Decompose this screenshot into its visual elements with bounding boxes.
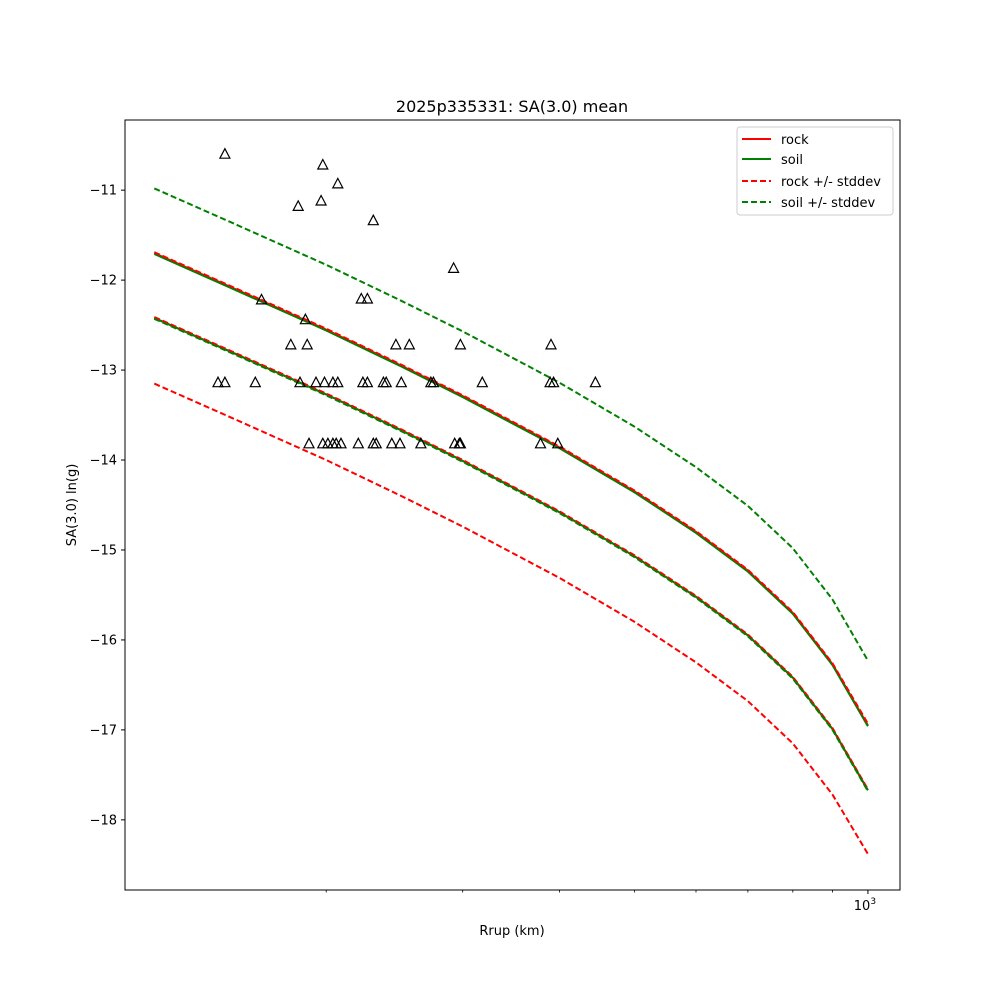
observation-point (310, 375, 322, 388)
legend-box (736, 126, 894, 216)
y-tick-label: −16 (90, 633, 117, 648)
observation-point (355, 292, 368, 304)
observation-point (414, 437, 427, 449)
observation-point (284, 338, 297, 350)
observation-point (370, 437, 383, 449)
observation-point (352, 437, 365, 449)
series-line-4 (153, 382, 869, 855)
y-tick-label: −15 (90, 543, 117, 558)
observation-point (427, 375, 440, 388)
y-tick-label: −11 (90, 184, 117, 199)
observation-point (301, 338, 314, 350)
observation-point (547, 375, 560, 388)
plot-area (124, 119, 901, 891)
observation-point (395, 375, 408, 388)
observation-point (331, 375, 344, 388)
observation-point (331, 177, 344, 189)
y-tick-label: −13 (90, 364, 117, 379)
observation-point (476, 375, 489, 388)
legend-label-rock: rock (781, 133, 809, 148)
observation-point (299, 312, 312, 325)
observation-point (454, 437, 467, 449)
observation-point (447, 261, 460, 273)
observation-point (318, 375, 331, 388)
observation-point (589, 375, 602, 388)
observation-point (255, 293, 268, 305)
y-axis-label: SA(3.0) ln(g) (65, 464, 80, 547)
y-tick-label: −18 (90, 813, 117, 828)
series-line-6 (153, 316, 869, 790)
series-line-7 (153, 187, 869, 662)
observation-point (367, 213, 380, 226)
chart-title: 2025p335331: SA(3.0) mean (396, 97, 628, 116)
series-line-8 (153, 317, 869, 792)
legend-label-rock-stddev: rock +/- stddev (781, 175, 881, 190)
observation-point (403, 338, 416, 350)
observation-layer (212, 147, 602, 449)
observation-point (335, 437, 347, 449)
y-tick-label: −17 (90, 723, 117, 738)
observation-point (361, 292, 374, 304)
x-axis-label: Rrup (km) (479, 924, 544, 939)
legend-label-soil-stddev: soil +/- stddev (781, 196, 876, 211)
observation-point (218, 375, 231, 388)
legend: rock soil rock +/- stddev soil +/- stdde… (736, 126, 894, 216)
observation-point (545, 338, 557, 350)
series-line-5 (153, 251, 869, 725)
y-tick-label: −12 (90, 274, 117, 289)
observation-point (385, 437, 398, 449)
observation-point (361, 375, 374, 388)
observation-point (316, 158, 329, 170)
observation-point (294, 375, 306, 388)
y-tick-label: −14 (90, 454, 117, 469)
observation-point (454, 338, 467, 350)
observation-point (380, 375, 393, 388)
observation-point (292, 199, 305, 211)
observation-point (218, 147, 231, 159)
observation-point (303, 437, 315, 449)
observation-point (315, 194, 328, 206)
observation-point (551, 437, 564, 449)
observation-point (212, 375, 224, 388)
observation-point (534, 437, 547, 449)
observation-point (394, 437, 406, 449)
observation-point (249, 375, 262, 388)
observation-point (389, 338, 402, 350)
legend-label-soil: soil (781, 153, 803, 168)
